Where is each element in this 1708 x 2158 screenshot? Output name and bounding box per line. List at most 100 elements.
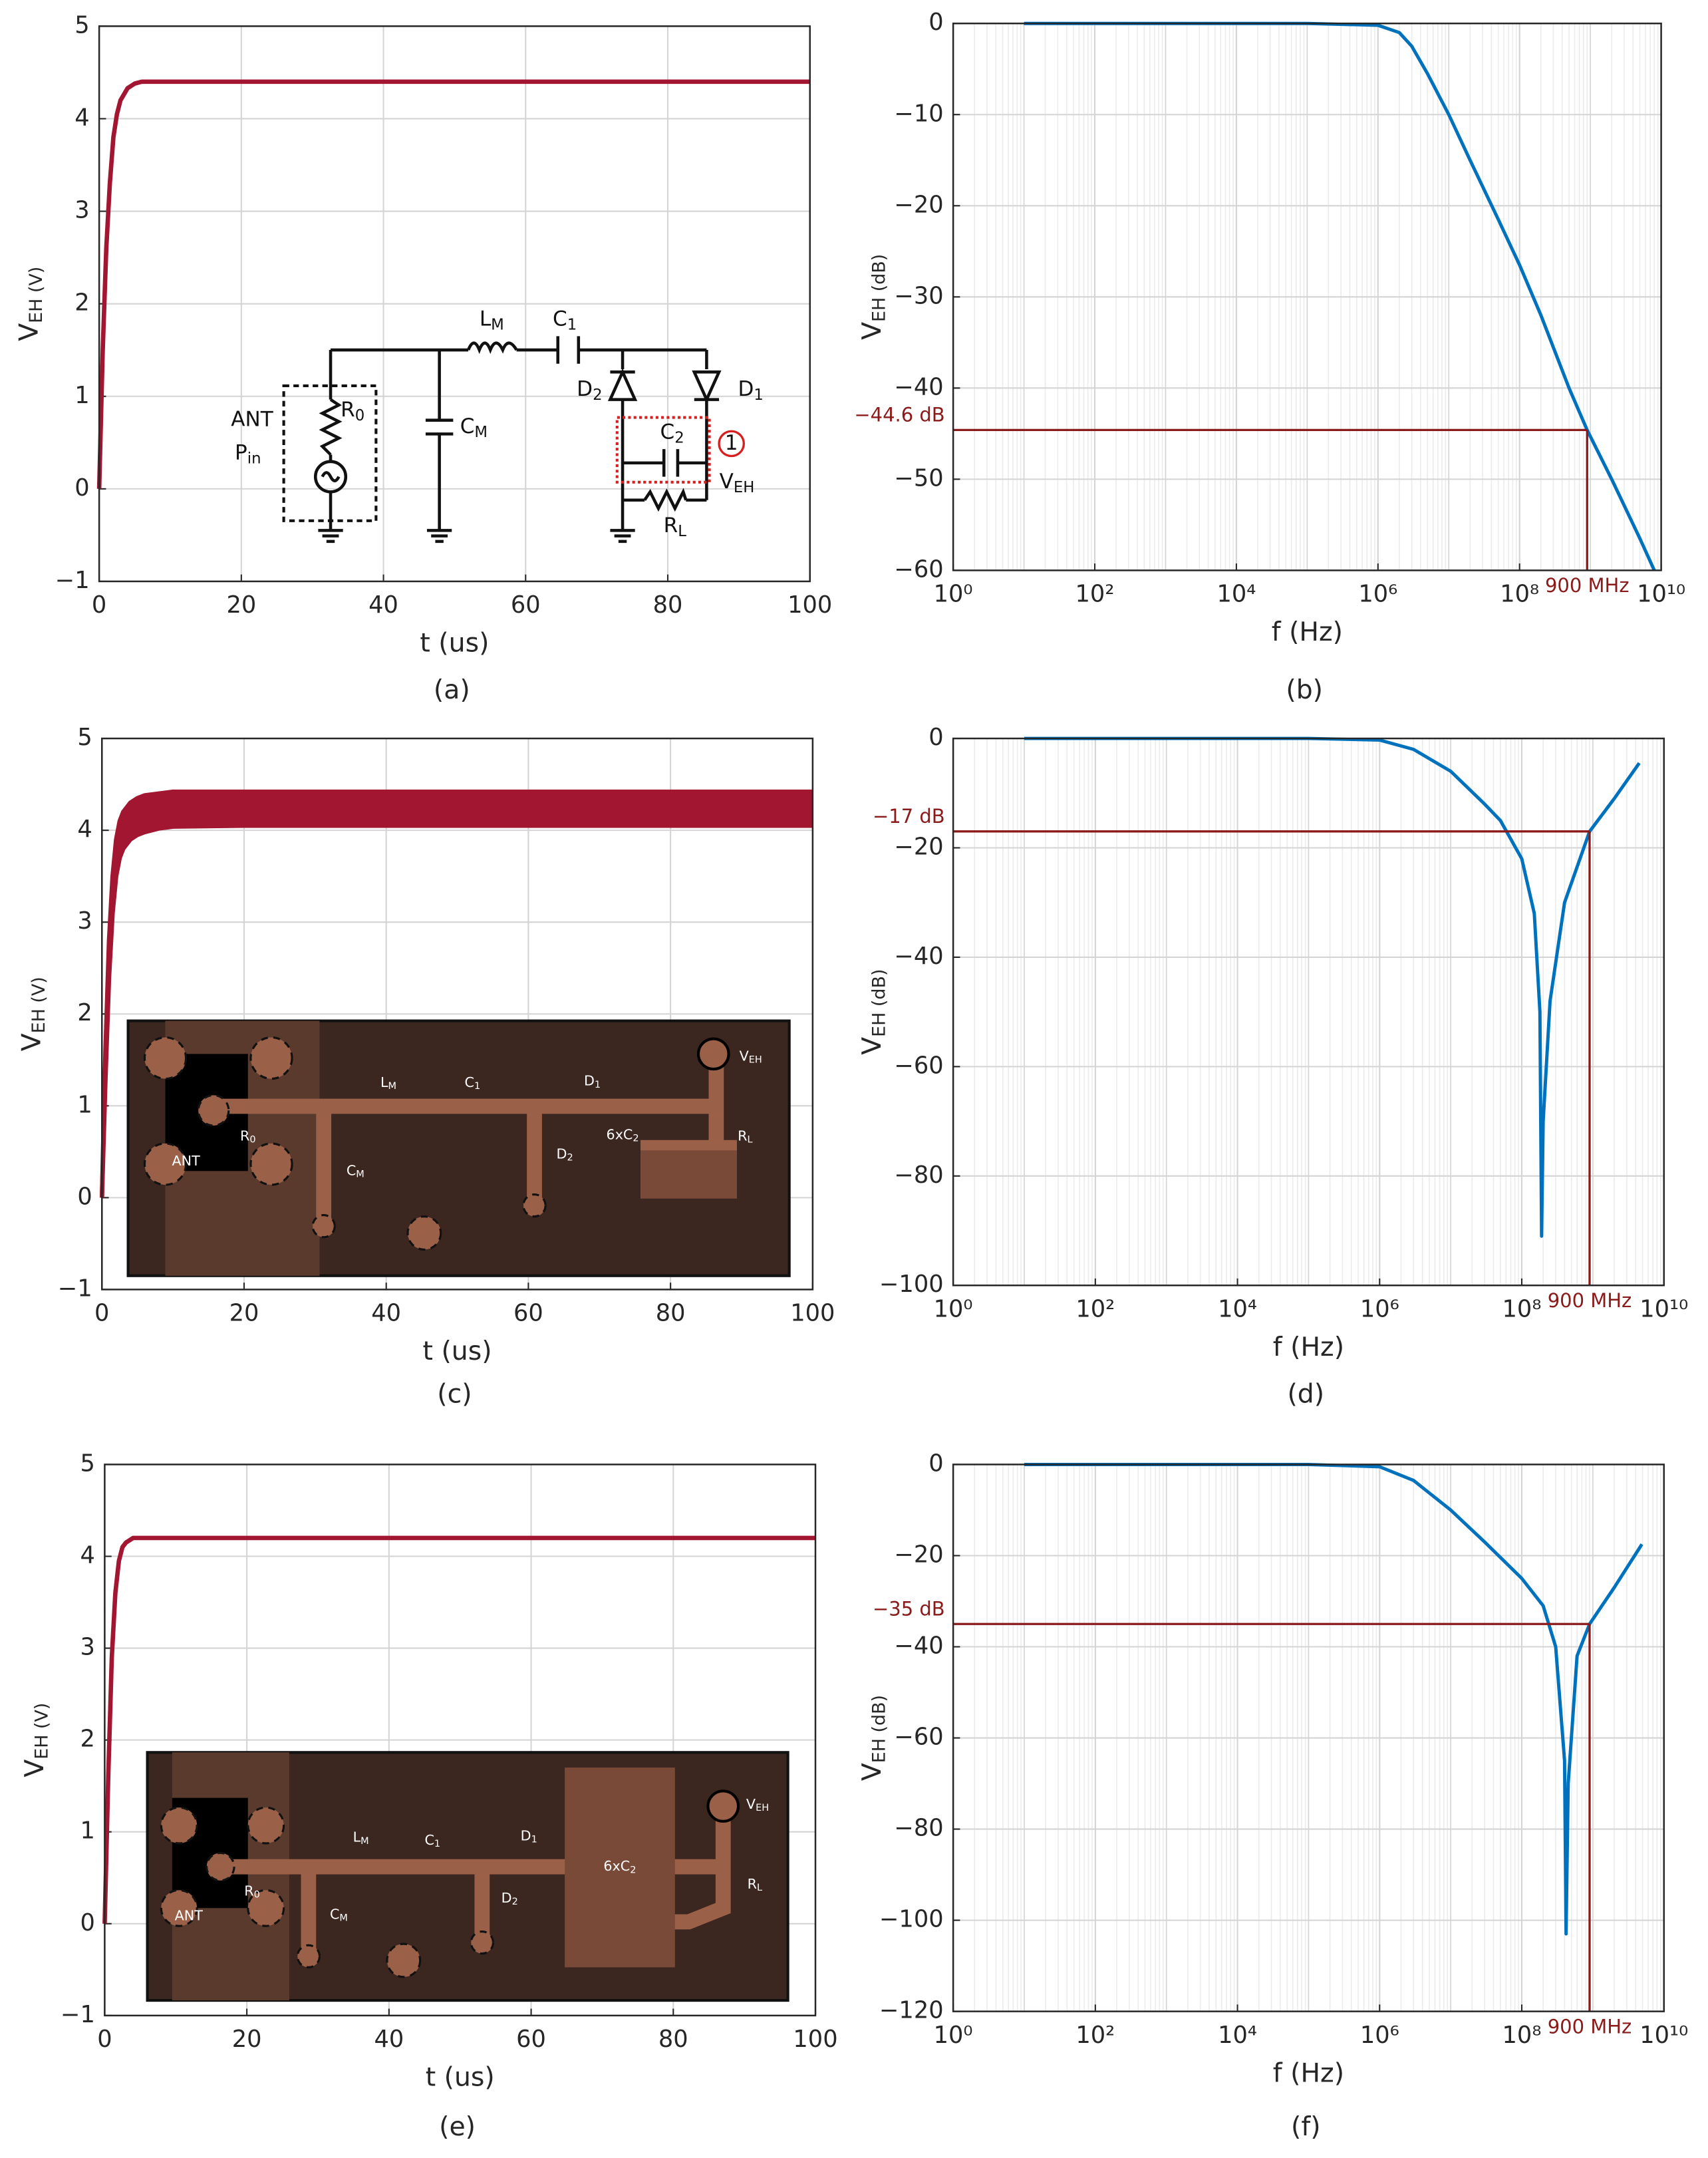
y-tick-label: 5: [74, 11, 89, 39]
y-tick-label: −80: [894, 1161, 943, 1189]
annotation-label: −44.6 dB: [854, 404, 944, 426]
y-tick-label: −40: [894, 373, 943, 400]
data-line: [1024, 1462, 1643, 1936]
annotation-label: −35 dB: [873, 1598, 945, 1620]
x-axis-label: f (Hz): [1273, 1332, 1344, 1362]
y-axis-label: VEH (V): [13, 267, 46, 341]
x-tick-label: 10⁴: [1218, 2022, 1257, 2049]
x-tick-label: 10⁸: [1502, 1296, 1542, 1323]
y-tick-label: −60: [894, 555, 943, 583]
data-line: [99, 823, 813, 1198]
axes-box: [952, 737, 1665, 1287]
plot: 10⁰ 10² 10⁴ 10⁶ 10⁸ 10¹⁰ −120 −100 −80 −60 −40 −20 0…: [856, 1450, 1688, 2142]
x-tick-label: 10⁸: [1502, 2022, 1542, 2049]
y-tick-label: −10: [894, 100, 943, 127]
inset-label: VEH: [720, 470, 755, 496]
inset-label: Pin: [235, 440, 261, 466]
x-tick-label: 80: [658, 2026, 688, 2053]
x-tick-label: 20: [226, 591, 256, 619]
y-tick-label: 3: [77, 907, 92, 935]
y-axis-label: VEH (dB): [856, 1695, 889, 1781]
x-axis-label: t (us): [423, 1336, 492, 1366]
y-tick-label: 2: [74, 289, 89, 317]
inset-label: RL: [738, 1128, 752, 1146]
x-tick-label: 10⁰: [934, 2022, 973, 2049]
panel-caption: (f): [1291, 2111, 1321, 2142]
inset-label: R0: [240, 1128, 256, 1146]
y-tick-label: 4: [77, 816, 92, 843]
y-axis-label: VEH (V): [16, 977, 49, 1051]
inset-label: D1: [584, 1073, 601, 1090]
inset-label: 6xC2: [603, 1858, 636, 1875]
x-tick-label: 0: [92, 591, 106, 619]
x-tick-label: 100: [790, 1300, 835, 1327]
x-tick-label: 100: [793, 2026, 837, 2053]
x-tick-label: 10⁴: [1218, 1296, 1257, 1323]
x-tick-label: 10⁰: [934, 1296, 973, 1323]
inset-label: D2: [557, 1146, 573, 1163]
x-tick-label: 10⁶: [1360, 1296, 1399, 1323]
x-tick-label: 0: [94, 1300, 109, 1327]
inset-label: C1: [553, 307, 577, 333]
y-tick-label: −60: [894, 1724, 943, 1751]
panel-caption: (e): [439, 2111, 476, 2142]
pcb-output: [706, 1789, 740, 1823]
y-tick-label: −40: [894, 943, 943, 970]
inset-label: ANT: [175, 1908, 204, 1924]
inset-label: CM: [460, 414, 488, 440]
y-tick-label: 1: [80, 1817, 95, 1845]
annotation-label: 900 MHz: [1548, 2015, 1632, 2038]
x-axis-label: t (us): [420, 628, 489, 659]
y-tick-label: 0: [928, 1450, 943, 1477]
annotation-label: −17 dB: [873, 805, 945, 828]
axes-box: [98, 25, 811, 583]
source: [313, 460, 348, 494]
y-tick-label: 2: [77, 999, 92, 1026]
x-tick-label: 10¹⁰: [1639, 1296, 1688, 1323]
x-tick-label: 10⁸: [1500, 581, 1539, 608]
pcb-pad: [640, 1150, 737, 1199]
y-tick-label: 5: [80, 1450, 95, 1477]
axes-box: [104, 1464, 817, 2017]
x-tick-label: 10²: [1075, 1296, 1115, 1323]
inset-label: VEH: [746, 1796, 769, 1813]
plot: 10⁰ 10² 10⁴ 10⁶ 10⁸ 10¹⁰ −60 −50 −40 −30 −20 −10 0 −4…: [854, 9, 1685, 705]
x-tick-label: 10⁶: [1358, 581, 1397, 608]
x-tick-label: 10²: [1075, 581, 1115, 608]
x-tick-label: 40: [368, 591, 398, 619]
inset-label: LM: [353, 1829, 369, 1847]
panel-caption: (d): [1287, 1378, 1324, 1409]
pcb-output: [696, 1037, 730, 1071]
y-axis-label: VEH (dB): [856, 254, 889, 340]
inset-label: 6xC2: [607, 1126, 639, 1144]
x-tick-label: 100: [787, 591, 832, 619]
y-tick-label: −60: [894, 1052, 943, 1079]
inset-label: D1: [738, 377, 763, 403]
y-axis-label: VEH (dB): [856, 969, 889, 1055]
x-tick-label: 80: [653, 591, 683, 619]
x-tick-label: 0: [97, 2026, 112, 2053]
y-tick-label: −120: [879, 1997, 944, 2024]
y-tick-label: −100: [879, 1271, 944, 1298]
inset-label: VEH: [740, 1048, 762, 1065]
pcb-layout: LM C1 D1 VEH R0 ANT CM D2 6xC2 RL: [146, 1751, 789, 2002]
inset-label: 1: [725, 431, 738, 455]
inset-label: CM: [330, 1907, 348, 1924]
capacitors: [425, 336, 680, 477]
x-tick-label: 10²: [1075, 2022, 1115, 2049]
inset-label: D2: [501, 1890, 518, 1907]
x-axis-label: f (Hz): [1272, 617, 1343, 647]
diodes: [607, 368, 722, 404]
axes-box: [952, 1464, 1665, 2012]
plot: 10⁰ 10² 10⁴ 10⁶ 10⁸ 10¹⁰ −100 −80 −60 −40 −20 0 −17 …: [856, 724, 1688, 1409]
y-tick-label: 1: [74, 382, 89, 409]
annotation-label: 900 MHz: [1545, 574, 1630, 597]
data-line: [96, 79, 810, 489]
x-tick-label: 40: [374, 2026, 404, 2053]
x-tick-label: 10⁶: [1360, 2022, 1399, 2049]
y-tick-label: −1: [55, 567, 90, 594]
pcb-traces: [214, 1060, 737, 1227]
